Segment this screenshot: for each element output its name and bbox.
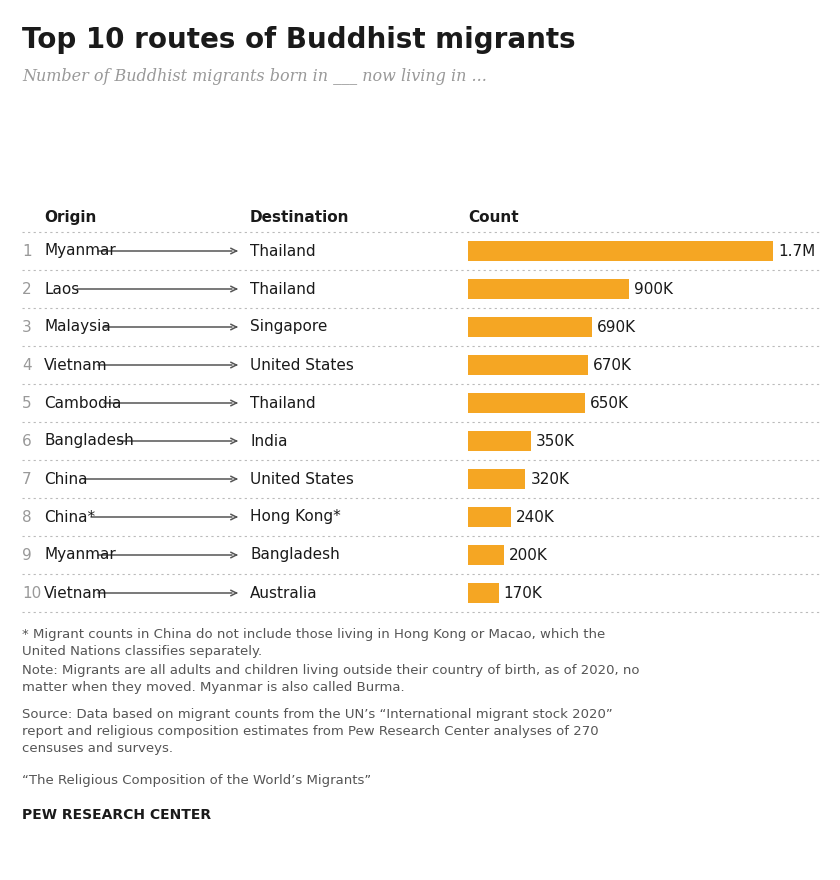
Text: Laos: Laos (44, 282, 79, 297)
Bar (468, 431, 531, 451)
Text: 1: 1 (22, 244, 32, 259)
Text: 200K: 200K (509, 547, 548, 562)
Text: Note: Migrants are all adults and children living outside their country of birth: Note: Migrants are all adults and childr… (22, 664, 639, 694)
Text: Myanmar: Myanmar (44, 244, 116, 259)
Text: Bangladesh: Bangladesh (250, 547, 339, 562)
Text: United States: United States (250, 357, 354, 372)
Text: Thailand: Thailand (250, 244, 316, 259)
Text: 8: 8 (22, 510, 32, 524)
Text: 1.7M: 1.7M (778, 244, 816, 259)
Text: PEW RESEARCH CENTER: PEW RESEARCH CENTER (22, 808, 211, 822)
Text: 4: 4 (22, 357, 32, 372)
Text: Cambodia: Cambodia (44, 395, 121, 410)
Text: Myanmar: Myanmar (44, 547, 116, 562)
Text: 690K: 690K (596, 319, 636, 334)
Text: 900K: 900K (634, 282, 674, 297)
Text: Vietnam: Vietnam (44, 357, 108, 372)
Text: China: China (44, 472, 87, 487)
Bar (468, 355, 588, 375)
Text: Top 10 routes of Buddhist migrants: Top 10 routes of Buddhist migrants (22, 26, 575, 54)
Text: Thailand: Thailand (250, 282, 316, 297)
Text: 240K: 240K (516, 510, 555, 524)
Text: 650K: 650K (590, 395, 628, 410)
Text: India: India (250, 434, 287, 449)
Text: Bangladesh: Bangladesh (44, 434, 134, 449)
Bar (468, 583, 498, 603)
Bar (468, 317, 592, 337)
Bar (468, 393, 585, 413)
Text: China*: China* (44, 510, 95, 524)
Text: Thailand: Thailand (250, 395, 316, 410)
Text: 7: 7 (22, 472, 32, 487)
Text: Destination: Destination (250, 210, 349, 225)
Text: Hong Kong*: Hong Kong* (250, 510, 341, 524)
Text: 10: 10 (22, 585, 41, 600)
Text: Count: Count (468, 210, 518, 225)
Text: Singapore: Singapore (250, 319, 328, 334)
Text: Number of Buddhist migrants born in ___ now living in ...: Number of Buddhist migrants born in ___ … (22, 68, 487, 85)
Text: Origin: Origin (44, 210, 97, 225)
Bar (468, 469, 525, 489)
Text: 2: 2 (22, 282, 32, 297)
Text: * Migrant counts in China do not include those living in Hong Kong or Macao, whi: * Migrant counts in China do not include… (22, 628, 606, 658)
Bar (468, 545, 504, 565)
Text: 350K: 350K (536, 434, 575, 449)
Text: 320K: 320K (530, 472, 570, 487)
Text: 670K: 670K (593, 357, 633, 372)
Text: Source: Data based on migrant counts from the UN’s “International migrant stock : Source: Data based on migrant counts fro… (22, 708, 612, 755)
Text: 3: 3 (22, 319, 32, 334)
Bar (468, 507, 511, 527)
Text: 5: 5 (22, 395, 32, 410)
Text: 9: 9 (22, 547, 32, 562)
Text: United States: United States (250, 472, 354, 487)
Text: 170K: 170K (503, 585, 543, 600)
Bar (468, 241, 773, 261)
Text: Australia: Australia (250, 585, 318, 600)
Text: 6: 6 (22, 434, 32, 449)
Text: “The Religious Composition of the World’s Migrants”: “The Religious Composition of the World’… (22, 774, 371, 787)
Text: Vietnam: Vietnam (44, 585, 108, 600)
Text: Malaysia: Malaysia (44, 319, 111, 334)
Bar (468, 279, 629, 299)
